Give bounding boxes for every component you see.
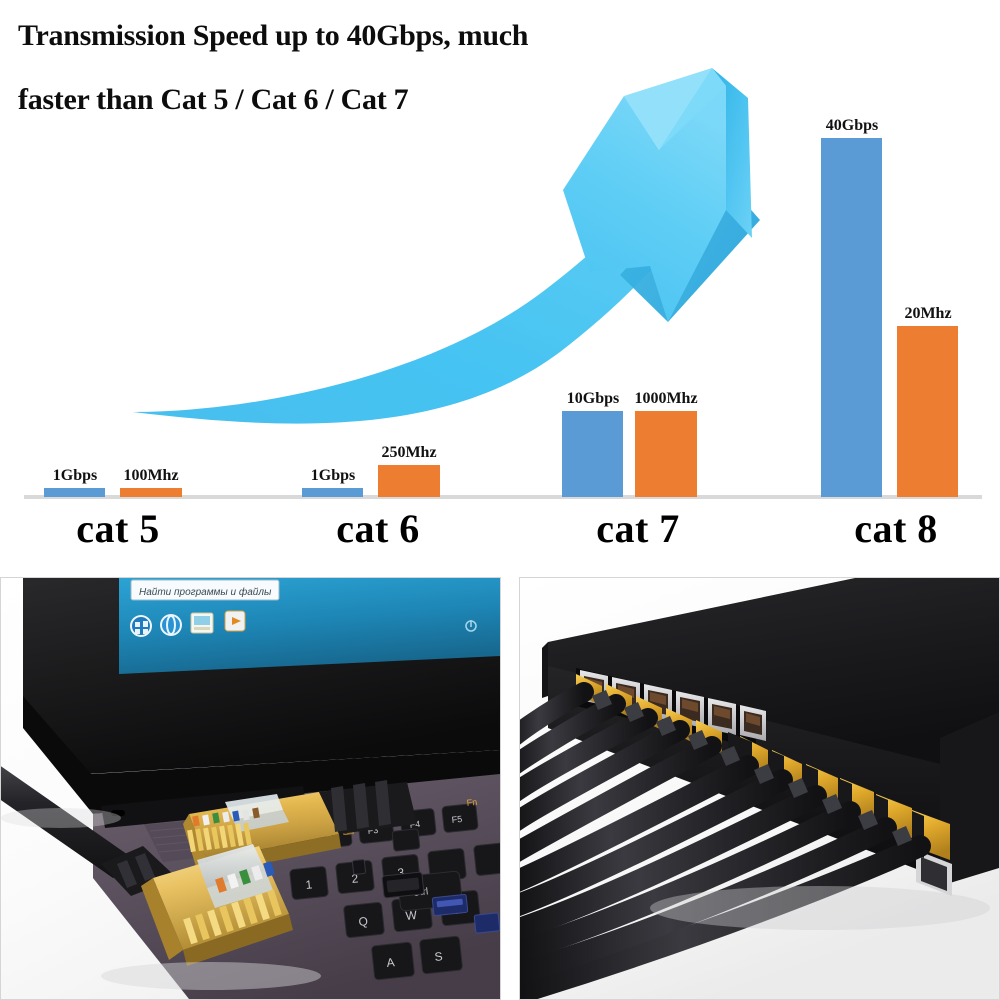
rj45-cable-loose: [1, 766, 293, 966]
svg-text:F4: F4: [409, 819, 421, 830]
svg-text:W: W: [405, 908, 418, 923]
bar-group-cat-5: 1Gbps 100Mhz: [44, 137, 184, 497]
bar-cat5-bandwidth: [120, 488, 182, 497]
svg-text:Fn: Fn: [466, 797, 478, 808]
bar-cat6-bandwidth: [378, 465, 440, 497]
bar-label-cat7-speed: 10Gbps: [566, 390, 620, 407]
category-label-cat-8: cat 8: [854, 506, 938, 551]
bar-group-cat-8: 40Gbps 20Mhz: [821, 117, 961, 497]
bar-cat7-speed: [562, 411, 623, 497]
arrow-head-side: [712, 68, 752, 238]
bar-cat5-speed: [44, 488, 105, 497]
bar-label-cat5-speed: 1Gbps: [52, 467, 98, 484]
photo-switch-svg: [520, 578, 999, 999]
bar-label-cat8-speed: 40Gbps: [825, 117, 879, 134]
svg-text:F3: F3: [367, 825, 379, 836]
comparison-bar-chart: 1Gbps 100Mhz cat 5 1Gbps 250Mhz cat 6 10…: [24, 68, 982, 551]
bar-cat6-speed: [302, 488, 363, 497]
patch-cable-bundle: [520, 682, 931, 999]
bar-label-cat6-bandwidth: 250Mhz: [381, 444, 437, 461]
bar-group-cat-7: 10Gbps 1000Mhz: [562, 137, 702, 497]
taskbar-search-text: Найти программы и файлы: [139, 586, 272, 598]
bar-group-cat-6: 1Gbps 250Mhz: [302, 137, 442, 497]
rj45-connector-plugged: [183, 780, 417, 874]
svg-text:S: S: [434, 949, 443, 964]
photo-switch-patch-cables: [519, 577, 1000, 1000]
product-photo-row: Найти программы и файлы: [0, 565, 1000, 1000]
bar-label-cat6-speed: 1Gbps: [310, 467, 356, 484]
svg-text:2: 2: [351, 871, 359, 886]
bar-label-cat7-bandwidth: 1000Mhz: [634, 390, 698, 407]
photo-laptop-rj45: Найти программы и файлы: [0, 577, 501, 1000]
svg-text:3: 3: [397, 865, 405, 880]
svg-text:1: 1: [305, 877, 313, 892]
bar-cat8-bandwidth: [897, 326, 958, 497]
bar-label-cat8-bandwidth: 20Mhz: [904, 305, 952, 322]
bar-cat8-speed: [821, 138, 882, 497]
headline-line-1: Transmission Speed up to 40Gbps, much: [18, 19, 529, 52]
headline-block: Transmission Speed up to 40Gbps, much fa…: [18, 4, 818, 132]
svg-text:F5: F5: [451, 814, 463, 825]
category-label-cat-6: cat 6: [336, 506, 420, 551]
headline-line-2: faster than Cat 5 / Cat 6 / Cat 7: [18, 83, 409, 116]
photo-laptop-rj45-svg: Найти программы и файлы: [1, 578, 500, 999]
bar-label-cat5-bandwidth: 100Mhz: [123, 467, 179, 484]
bar-cat7-bandwidth: [635, 411, 697, 497]
svg-text:Q: Q: [358, 914, 369, 929]
category-label-cat-5: cat 5: [76, 506, 160, 551]
svg-text:A: A: [386, 955, 395, 970]
chart-baseline: [24, 495, 982, 499]
category-label-cat-7: cat 7: [596, 506, 680, 551]
